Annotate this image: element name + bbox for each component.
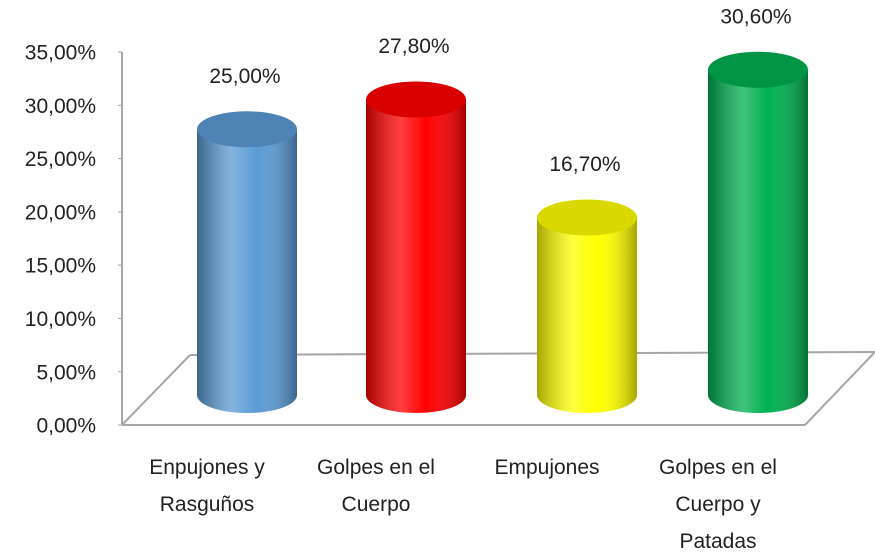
bar-shade	[366, 99, 466, 414]
bar-shade	[537, 217, 637, 413]
y-tick-label: 0,00%	[36, 415, 96, 438]
y-tick-label: 30,00%	[25, 95, 96, 118]
bar-top	[366, 81, 466, 118]
value-label: 30,60%	[720, 5, 791, 28]
y-tick-label: 15,00%	[25, 255, 96, 278]
bar-top-shade	[366, 81, 466, 118]
bar-top	[537, 199, 637, 236]
bar-top-shade	[197, 111, 297, 148]
y-tick-label: 35,00%	[25, 42, 96, 65]
y-tick-label: 20,00%	[25, 201, 96, 224]
x-tick-label: Enpujones y Rasguños	[149, 456, 265, 516]
bar-top	[708, 51, 808, 88]
y-tick-label: 10,00%	[25, 308, 96, 331]
value-label: 27,80%	[378, 35, 449, 58]
y-tick-label: 25,00%	[25, 148, 96, 171]
bar-top-shade	[537, 199, 637, 236]
bar-top	[197, 111, 297, 148]
x-tick-label: Golpes en el Cuerpo y Patadas	[659, 456, 777, 553]
value-label: 25,00%	[209, 65, 280, 88]
y-tick-label: 5,00%	[36, 361, 96, 384]
bar-top-shade	[708, 51, 808, 88]
value-label: 16,70%	[549, 153, 620, 176]
x-tick-label: Empujones	[494, 456, 600, 479]
bar-shade	[197, 129, 297, 414]
x-tick-label: Golpes en el Cuerpo	[317, 456, 435, 516]
bar-shade	[708, 69, 808, 413]
